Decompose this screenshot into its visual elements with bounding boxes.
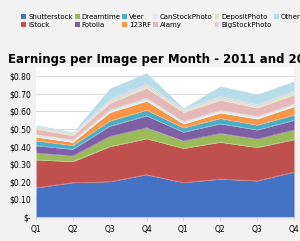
Legend: Shutterstock, iStock, Dreamtime, Fotolia, Veer, 123RF, CanStockPhoto, Alamy, Dep: Shutterstock, iStock, Dreamtime, Fotolia… [21,14,300,27]
Title: Earnings per Image per Month - 2011 and 2012: Earnings per Image per Month - 2011 and … [8,53,300,66]
